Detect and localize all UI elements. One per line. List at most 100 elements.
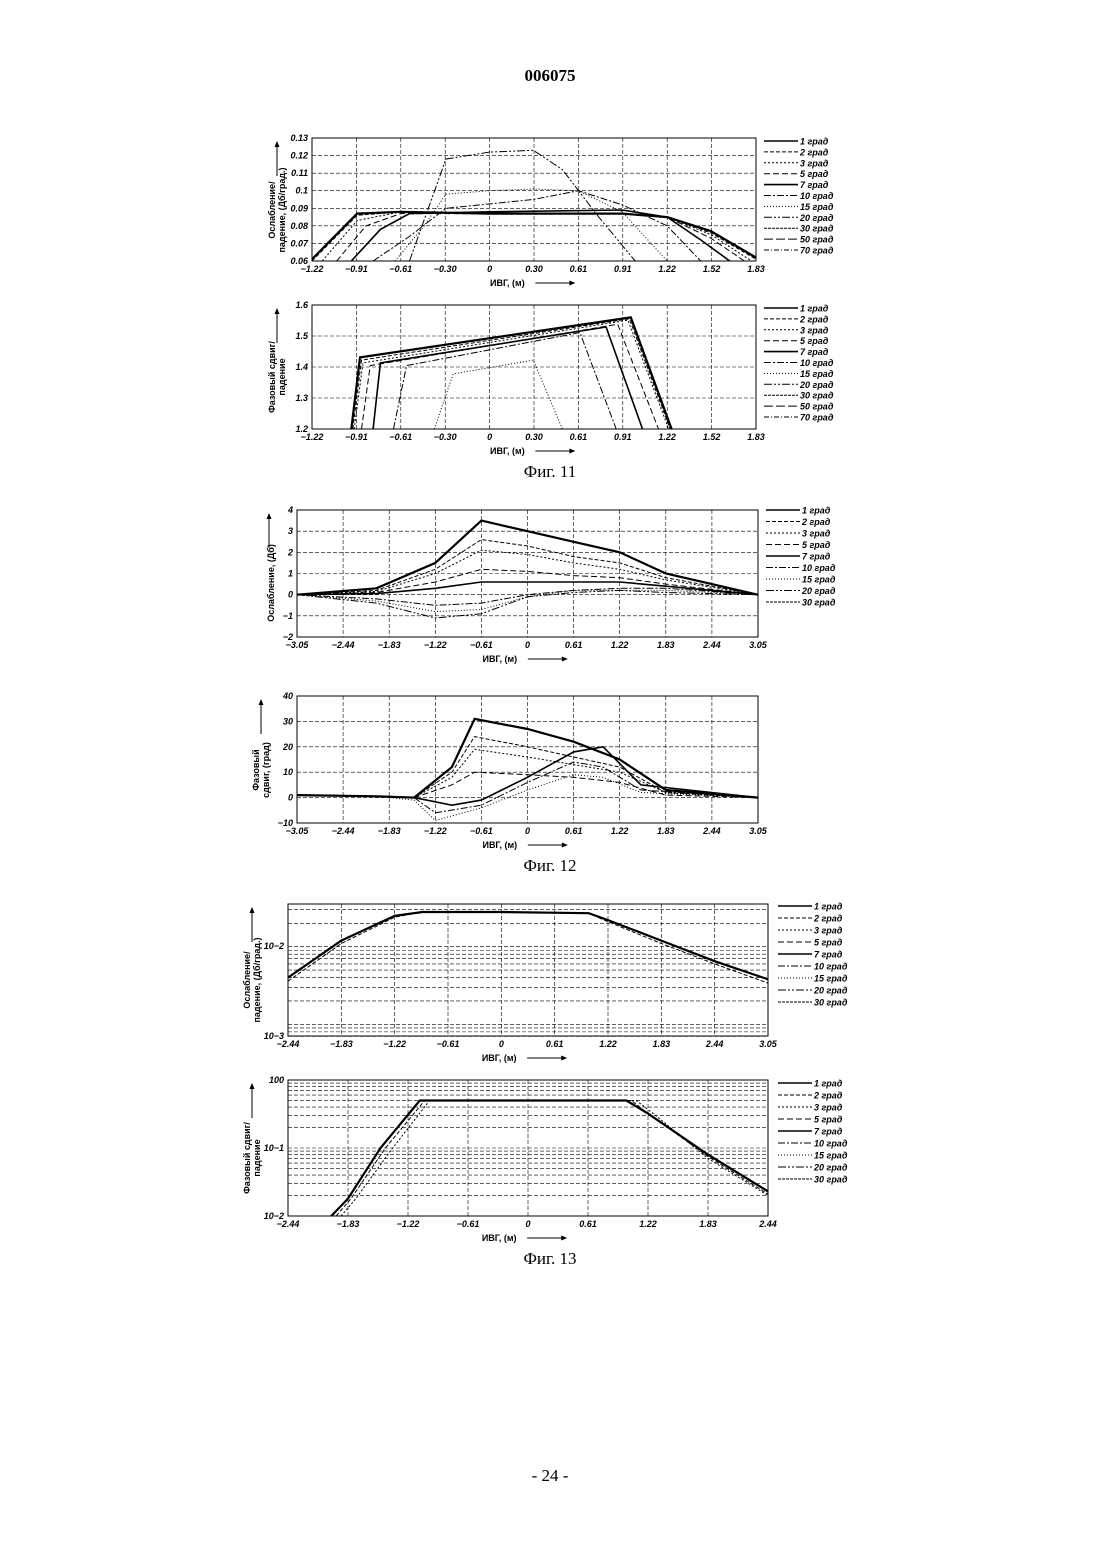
x-tick-label: 1.83 [657, 640, 675, 650]
x-tick-label: 1.83 [747, 264, 765, 274]
legend-label: 3 град [814, 926, 843, 936]
y-tick-label: −1 [283, 611, 293, 621]
x-tick-label: 0.61 [570, 264, 588, 274]
y-axis-label: Фазовый сдвиг/падение [242, 1122, 262, 1194]
x-tick-label: 0.61 [565, 826, 583, 836]
y-axis-label: Фазовый сдвиг/падение [267, 341, 287, 413]
x-tick-label: 0.61 [570, 432, 588, 442]
legend-label: 3 град [814, 1103, 843, 1113]
y-tick-label: 3 [288, 526, 293, 536]
x-tick-label: 2.44 [702, 640, 721, 650]
legend-label: 7 град [814, 950, 843, 960]
x-axis-label: ИВГ, (м) [482, 1053, 517, 1063]
legend-label: 2 град [799, 147, 829, 157]
legend-label: 20 град [799, 213, 834, 223]
y-tick-label: 10−2 [264, 1211, 284, 1221]
legend-label: 2 град [801, 517, 831, 527]
x-axis-arrowhead [569, 449, 575, 454]
legend-label: 5 град [802, 540, 831, 550]
legend-label: 30 град [802, 598, 836, 608]
legend-label: 15 град [814, 974, 848, 984]
legend-label: 1 град [802, 506, 831, 516]
y-axis-arrowhead [259, 699, 264, 705]
y-tick-label: 30 [283, 716, 293, 726]
x-tick-label: −0.91 [345, 432, 368, 442]
x-tick-label: −1.22 [397, 1219, 420, 1229]
legend-label: 10 град [800, 191, 834, 201]
legend-label: 1 град [814, 1079, 843, 1089]
y-tick-label: 0.1 [295, 186, 308, 196]
legend-label: 3 град [800, 158, 829, 168]
x-axis-label: ИВГ, (м) [482, 654, 517, 664]
y-axis-arrowhead [250, 1083, 255, 1089]
y-axis-arrowhead [250, 907, 255, 913]
x-tick-label: −1.83 [378, 826, 401, 836]
legend-label: 1 град [800, 137, 829, 147]
legend-label: 15 град [800, 369, 834, 379]
series-line [362, 324, 659, 429]
legend-label: 10 град [800, 358, 834, 368]
x-tick-label: 0 [487, 264, 492, 274]
legend-label: 2 град [813, 914, 843, 924]
y-tick-label: 1.2 [295, 424, 308, 434]
legend-label: 30 град [814, 998, 848, 1008]
x-tick-label: 1.22 [611, 826, 629, 836]
x-tick-label: −0.30 [434, 432, 457, 442]
legend-label: 1 град [814, 902, 843, 912]
legend-label: 5 град [814, 938, 843, 948]
legend-label: 10 град [814, 962, 848, 972]
y-tick-label: 10 [283, 767, 293, 777]
x-axis-label: ИВГ, (м) [490, 446, 525, 456]
x-tick-label: 1.83 [699, 1219, 717, 1229]
series-line [351, 210, 730, 261]
x-tick-label: −1.83 [378, 640, 401, 650]
y-tick-label: 1 [288, 569, 293, 579]
x-tick-label: 1.22 [599, 1039, 617, 1049]
chart-1: −1.22−0.91−0.61−0.3000.300.610.911.221.5… [267, 300, 834, 456]
x-axis-arrowhead [561, 1236, 567, 1241]
y-tick-label: 0.11 [291, 168, 308, 178]
series-line [410, 150, 636, 261]
x-tick-label: 3.05 [759, 1039, 778, 1049]
legend-label: 7 град [814, 1127, 843, 1137]
x-tick-label: −1.22 [424, 640, 447, 650]
x-tick-label: 1.83 [657, 826, 675, 836]
y-axis-label: Ослабление/падение, (Дб/град.) [267, 167, 287, 252]
y-tick-label: 0.08 [290, 221, 308, 231]
series-line [322, 212, 751, 261]
legend-label: 7 град [800, 180, 829, 190]
y-tick-label: −2 [283, 632, 293, 642]
x-tick-label: −0.61 [389, 264, 412, 274]
y-axis-arrowhead [275, 308, 280, 314]
x-axis-arrowhead [561, 1056, 567, 1061]
x-tick-label: 1.22 [658, 264, 676, 274]
figure-caption-13: Фиг. 13 [0, 1249, 1100, 1269]
y-tick-label: 0.09 [290, 203, 308, 213]
x-tick-label: 0.30 [525, 264, 543, 274]
chart-3: −3.05−2.44−1.83−1.22−0.6100.611.221.832.… [251, 691, 768, 850]
series-line [434, 360, 562, 429]
x-tick-label: −1.22 [383, 1039, 406, 1049]
series-line [373, 327, 642, 429]
x-tick-label: 0 [525, 640, 530, 650]
figure-caption-12: Фиг. 12 [0, 856, 1100, 876]
legend-label: 1 град [800, 304, 829, 314]
legend-label: 70 град [800, 246, 834, 256]
x-axis-label: ИВГ, (м) [482, 1233, 517, 1243]
x-axis-arrowhead [569, 281, 575, 286]
legend-label: 5 град [814, 1115, 843, 1125]
series-line [351, 317, 671, 429]
legend-label: 15 град [800, 202, 834, 212]
legend-label: 2 град [813, 1091, 843, 1101]
y-axis-arrowhead [275, 141, 280, 147]
x-tick-label: 1.22 [639, 1219, 657, 1229]
y-tick-label: 1.4 [295, 362, 308, 372]
legend-label: 3 град [800, 325, 829, 335]
x-tick-label: 0.91 [614, 264, 632, 274]
x-tick-label: 0 [487, 432, 492, 442]
y-tick-label: 1.5 [295, 331, 309, 341]
legend-label: 5 град [800, 169, 829, 179]
x-tick-label: 1.22 [611, 640, 629, 650]
series-line [288, 912, 768, 979]
y-axis-label: Ослабление/падение, (Дб/град.) [242, 937, 262, 1022]
